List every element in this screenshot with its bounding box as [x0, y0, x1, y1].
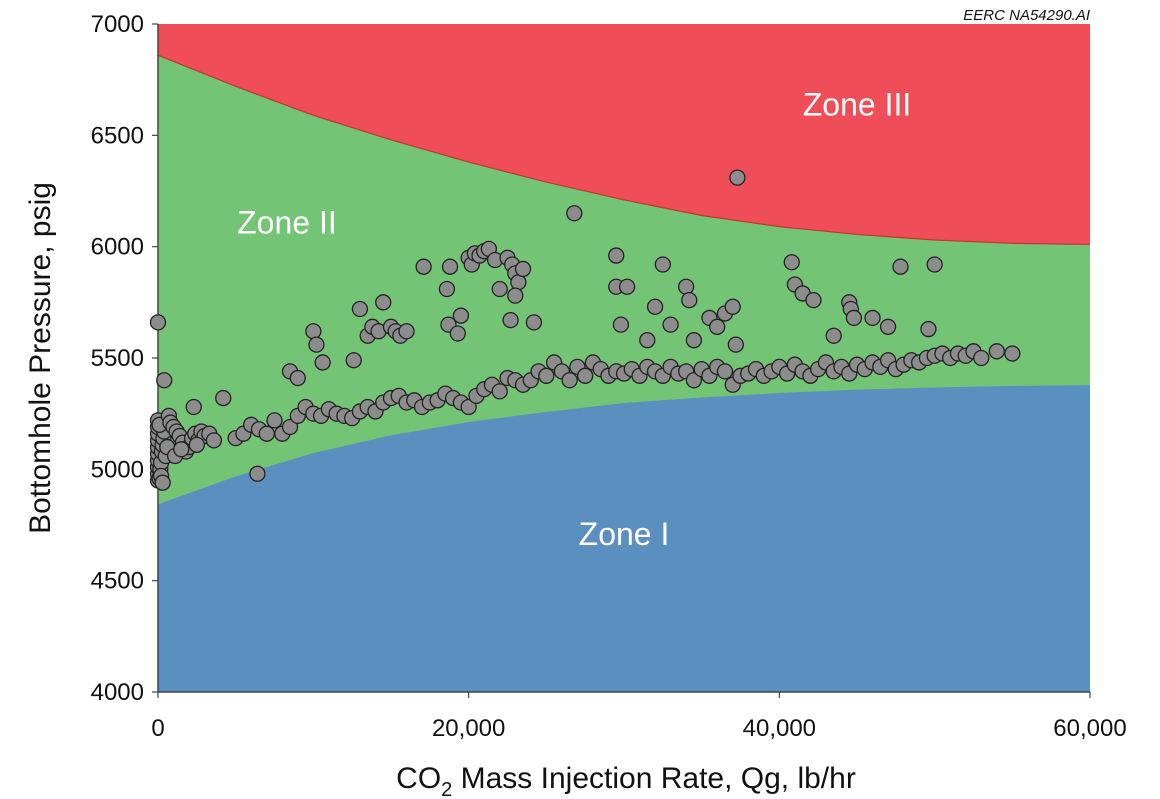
data-point [879, 318, 897, 335]
x-axis-title: CO2 Mass Injection Rate, Qg, lb/hr [396, 762, 856, 799]
data-point [289, 369, 306, 387]
zone-label-2: Zone II [237, 204, 337, 240]
y-tick-label: 6500 [91, 122, 144, 149]
data-point [1004, 345, 1021, 362]
data-point [173, 441, 190, 458]
y-tick-label: 4000 [91, 679, 144, 706]
data-point [305, 323, 322, 340]
data-point [805, 291, 822, 309]
data-point [973, 349, 990, 367]
data-point [825, 327, 842, 344]
x-tick-label: 60,000 [1053, 715, 1126, 742]
data-point [639, 332, 656, 349]
data-point [398, 323, 415, 340]
tick-labels: 4000 4500 5000 5500 6000 6500 7000 0 20,000 40,00… [91, 11, 1127, 742]
data-point [525, 314, 543, 331]
y-tick-label: 6000 [91, 234, 144, 261]
data-point [345, 352, 362, 369]
data-point [681, 291, 698, 309]
data-point [156, 372, 173, 389]
data-point [608, 247, 625, 264]
zone-1-region [158, 385, 1090, 692]
data-point [566, 205, 583, 222]
data-point [205, 432, 223, 449]
data-point [188, 436, 205, 453]
y-tick-label: 5500 [91, 345, 144, 372]
data-point [685, 332, 703, 349]
data-point [185, 398, 202, 416]
upper-boundary-line [157, 54, 1091, 246]
y-axis-title: Bottomhole Pressure, psig [24, 182, 57, 534]
data-point [452, 307, 470, 324]
lower-boundary-line [157, 385, 1091, 506]
x-axis-title-rest: Mass Injection Rate, Qg, lb/hr [452, 762, 856, 795]
data-point [538, 367, 555, 384]
data-point [612, 316, 630, 333]
data-point [154, 474, 171, 491]
data-point [716, 363, 734, 380]
data-point [438, 280, 456, 298]
data-point [662, 316, 679, 333]
data-point [308, 336, 325, 353]
data-point [351, 300, 369, 318]
data-point [892, 258, 909, 275]
data-point [215, 389, 232, 407]
zone-labels: Zone I Zone II Zone III [237, 86, 911, 552]
data-point [375, 294, 392, 311]
data-point [845, 309, 863, 327]
data-point [920, 320, 937, 338]
data-point [441, 258, 459, 275]
zone-label-1: Zone I [579, 516, 670, 552]
data-point [149, 314, 167, 331]
zone-label-3: Zone III [803, 86, 912, 122]
data-point [281, 418, 299, 436]
data-point [561, 372, 578, 389]
data-point [724, 298, 741, 315]
data-point [727, 336, 744, 353]
y-tick-label: 7000 [91, 11, 144, 38]
data-point [491, 383, 508, 400]
data-point [677, 278, 695, 295]
data-point [783, 254, 800, 271]
y-tick-label: 5000 [91, 456, 144, 483]
data-point [729, 169, 746, 186]
x-axis-title-main: CO [396, 762, 441, 795]
data-point [926, 256, 943, 273]
data-point [449, 325, 466, 342]
data-point [491, 280, 508, 298]
x-tick-label: 40,000 [743, 715, 816, 742]
x-axis-title-subscript: 2 [441, 779, 452, 799]
data-point [646, 298, 664, 315]
data-point [266, 412, 283, 429]
data-point [415, 258, 432, 275]
data-point [502, 311, 519, 329]
data-point [507, 287, 524, 304]
data-point [249, 465, 266, 482]
data-point [514, 260, 532, 278]
figure-credit: EERC NA54290.AI [963, 7, 1090, 24]
data-point [988, 343, 1005, 360]
data-point [654, 256, 671, 273]
data-point [314, 354, 331, 371]
y-tick-label: 4500 [91, 568, 144, 595]
x-tick-label: 20,000 [432, 715, 505, 742]
data-point [577, 367, 594, 384]
data-points [149, 169, 1021, 491]
data-point [864, 309, 881, 327]
x-tick-label: 0 [151, 715, 164, 742]
data-point [618, 278, 636, 295]
data-point [709, 318, 726, 335]
data-point [460, 398, 477, 416]
data-point [685, 372, 703, 389]
data-point [258, 425, 275, 442]
